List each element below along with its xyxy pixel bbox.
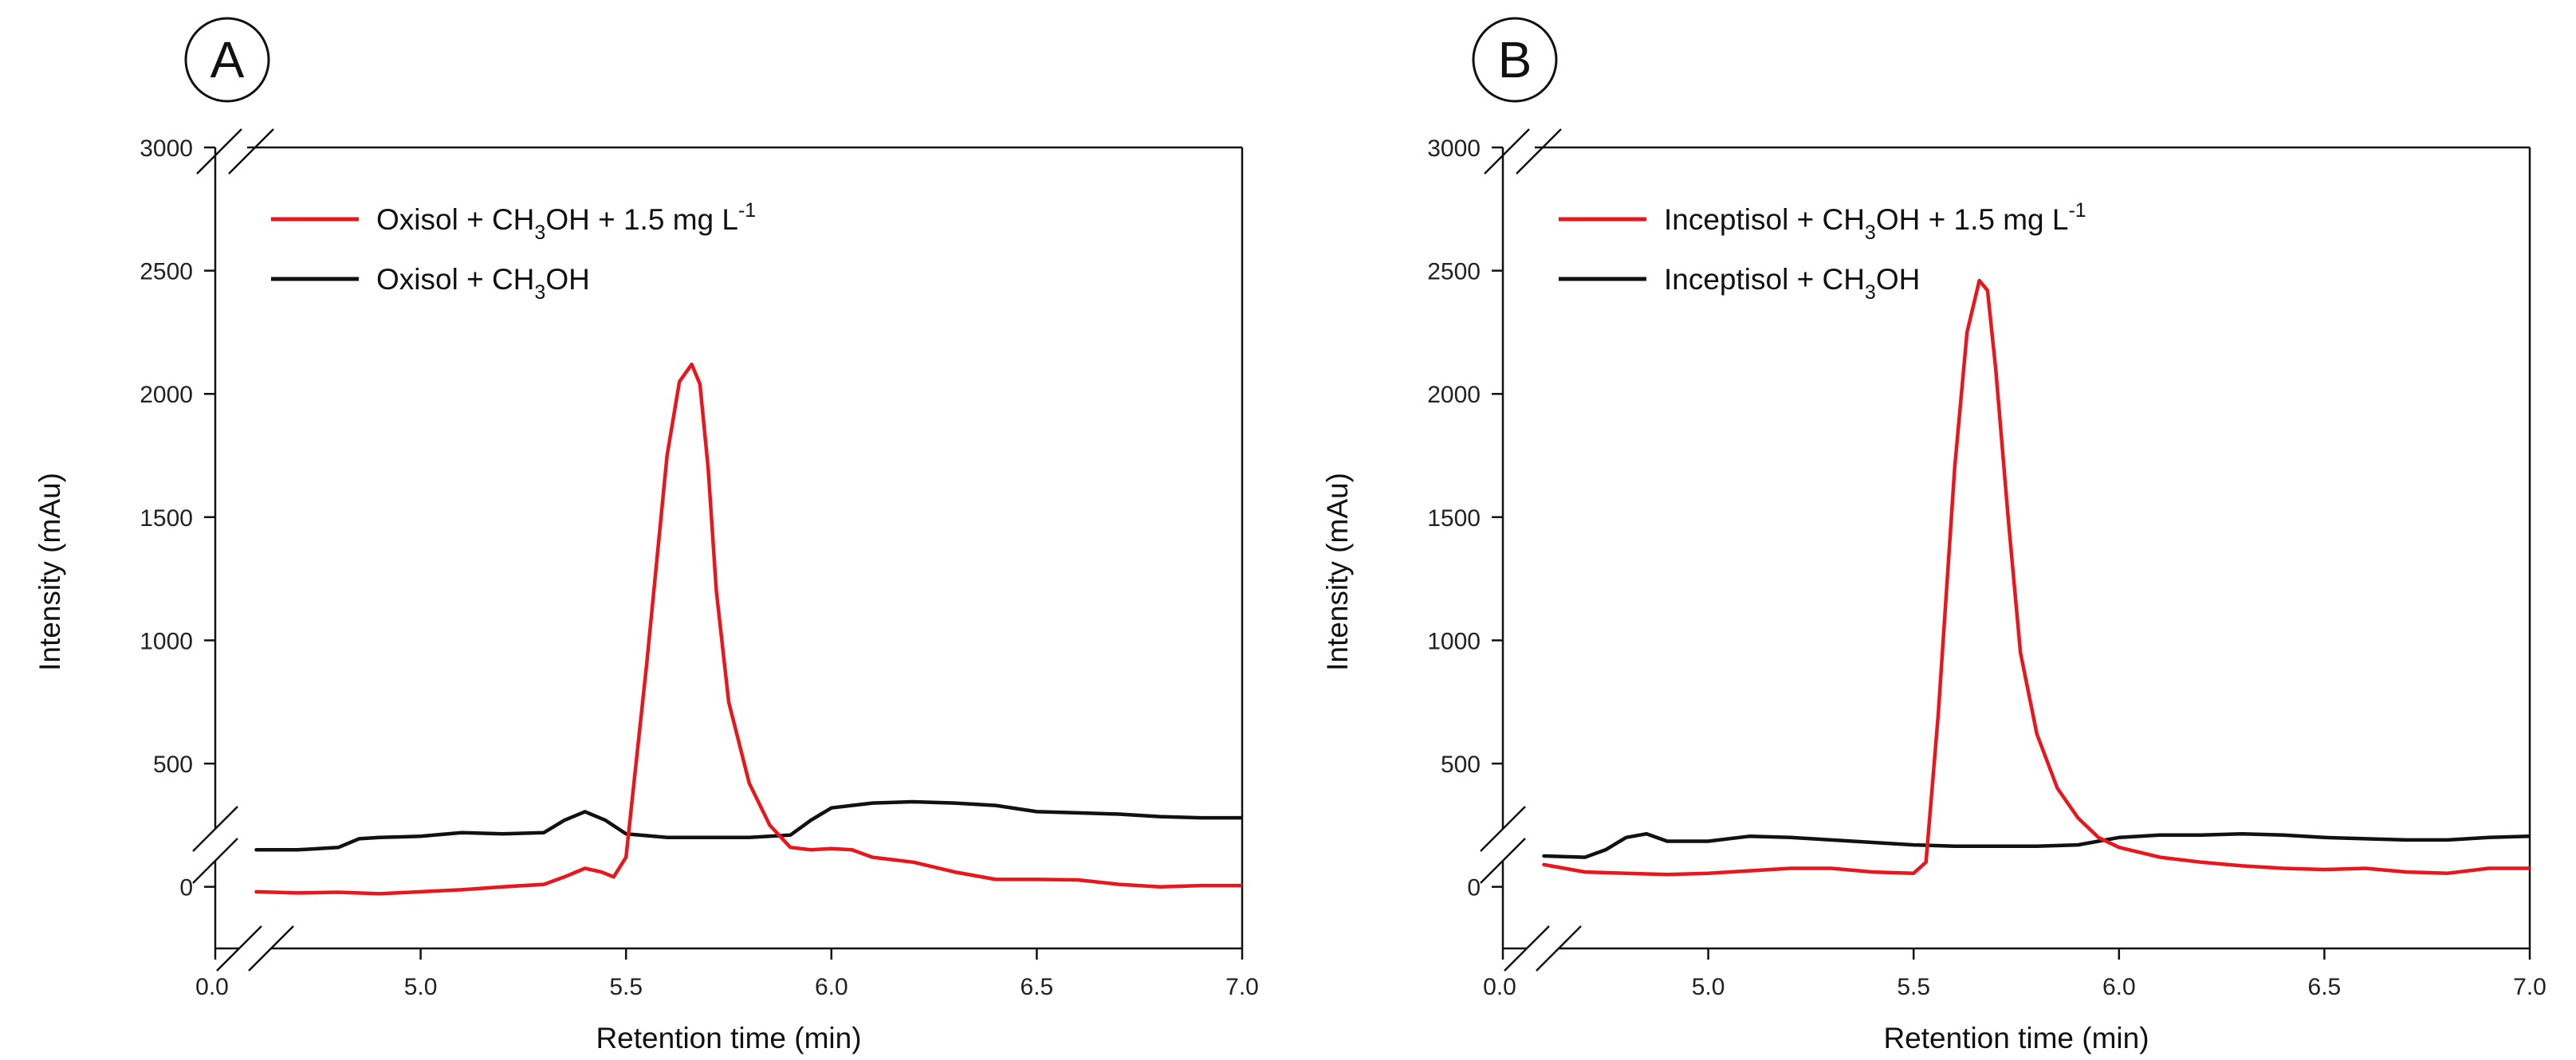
legend-label: Inceptisol + CH3OH <box>1664 263 1920 304</box>
y-tick-label: 0 <box>179 875 193 901</box>
legend-label: Inceptisol + CH3OH + 1.5 mg L-1 <box>1664 199 2086 244</box>
y-tick-label: 1000 <box>140 628 193 654</box>
legend-label-sup: -1 <box>2068 199 2086 222</box>
legend-label-main: Oxisol + CH <box>376 263 534 296</box>
x-tick-label: 5.0 <box>404 974 438 1000</box>
top-axis-break-mark <box>196 128 242 175</box>
y-tick-label: 0 <box>1467 875 1481 901</box>
y-tick-label: 2000 <box>140 382 193 408</box>
series-line-red <box>1542 278 2530 877</box>
legend-label-sup: -1 <box>738 199 756 222</box>
series-line-black <box>1542 831 2530 859</box>
x-tick-label: 5.5 <box>609 974 643 1000</box>
legend-label: Oxisol + CH3OH <box>376 263 590 304</box>
y-axis-break-mark <box>1480 806 1526 852</box>
chart-panel-a: A 0 500 1000 1500 2000 2500 3000 0.0 5.0 5.5 6.0 6.5… <box>33 17 1259 1054</box>
y-tick-label: 1500 <box>1427 505 1481 532</box>
legend-label-rest: OH + 1.5 mg L <box>545 203 738 236</box>
panel-label: A <box>210 31 245 88</box>
y-tick-label: 1500 <box>140 505 193 532</box>
y-tick-label: 2500 <box>140 259 193 285</box>
x-tick-label: 5.5 <box>1897 974 1930 1000</box>
x-tick-label: 6.5 <box>2308 974 2342 1000</box>
legend-label-sub: 3 <box>1865 281 1876 304</box>
x-axis-break-mark <box>1536 925 1582 972</box>
x-tick-label: 5.0 <box>1692 974 1725 1000</box>
top-axis-break-mark <box>228 128 274 175</box>
legend-label-main: Oxisol + CH <box>376 203 534 236</box>
x-axis-title: Retention time (min) <box>596 1022 861 1054</box>
y-tick-label: 500 <box>1441 752 1481 778</box>
legend-label: Oxisol + CH3OH + 1.5 mg L-1 <box>376 199 756 244</box>
x-axis-break-mark <box>216 925 262 972</box>
y-axis-break-mark <box>192 838 238 884</box>
panel-label: B <box>1498 31 1532 88</box>
chart-panel-b: B 0 500 1000 1500 2000 2500 3000 0.0 5.0 5.5 6.0 6.5… <box>1321 17 2547 1054</box>
x-tick-label: 7.0 <box>2513 974 2547 1000</box>
legend-label-rest: OH + 1.5 mg L <box>1876 203 2069 236</box>
legend-label-main: Inceptisol + CH <box>1664 263 1865 296</box>
top-axis-break-mark <box>1516 128 1562 175</box>
top-axis-break-mark <box>1484 128 1530 175</box>
x-tick-label: 7.0 <box>1225 974 1259 1000</box>
y-tick-label: 500 <box>153 752 193 778</box>
x-tick-label: 6.5 <box>1021 974 1054 1000</box>
y-tick-label: 1000 <box>1427 628 1481 654</box>
y-axis-title: Intensity (mAu) <box>33 473 66 671</box>
legend-label-main: Inceptisol + CH <box>1664 203 1865 236</box>
y-tick-label: 2000 <box>1427 382 1481 408</box>
y-axis-break-mark <box>192 806 238 852</box>
legend-label-sub: 3 <box>1865 222 1876 244</box>
legend-label-sub: 3 <box>534 222 545 244</box>
x-tick-label: 6.0 <box>2102 974 2136 1000</box>
y-axis-title: Intensity (mAu) <box>1321 473 1354 671</box>
panel-label-circle <box>184 17 270 103</box>
x-axis-title: Retention time (min) <box>1883 1022 2149 1054</box>
panel-label-circle <box>1472 17 1558 103</box>
series-line-black <box>254 799 1242 852</box>
y-tick-label: 3000 <box>1427 135 1481 162</box>
legend-label-rest: OH <box>545 263 590 296</box>
y-tick-label: 3000 <box>140 135 193 162</box>
legend-label-sub: 3 <box>534 281 545 304</box>
x-axis-break-mark <box>1504 925 1550 972</box>
y-axis-break-mark <box>1480 838 1526 884</box>
x-break-tick-label: 0.0 <box>195 974 229 1000</box>
series-line-red <box>254 362 1242 896</box>
legend-label-rest: OH <box>1876 263 1921 296</box>
x-axis-break-mark <box>248 925 294 972</box>
x-tick-label: 6.0 <box>815 974 848 1000</box>
x-break-tick-label: 0.0 <box>1483 974 1516 1000</box>
y-tick-label: 2500 <box>1427 259 1481 285</box>
